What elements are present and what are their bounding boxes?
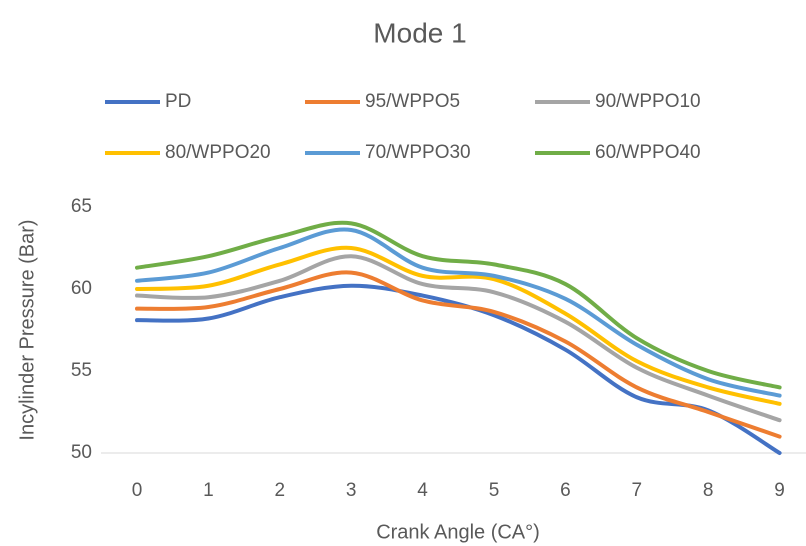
series-line [135, 245, 782, 406]
legend-label: 90/WPPO10 [595, 91, 701, 112]
series-line [135, 270, 782, 439]
x-axis-title: Crank Angle (CA°) [376, 521, 540, 543]
x-tick-label: 1 [203, 480, 214, 501]
x-tick-label: 0 [132, 480, 143, 501]
chart-title: Mode 1 [373, 17, 466, 48]
x-tick-label: 8 [703, 480, 714, 501]
legend-label: 60/WPPO40 [595, 142, 701, 163]
x-tick-label: 6 [560, 480, 571, 501]
legend-label: 70/WPPO30 [365, 142, 471, 163]
x-tick-label: 3 [346, 480, 357, 501]
legend-label: 95/WPPO5 [365, 91, 460, 112]
series-line [135, 254, 782, 423]
series-line [135, 220, 782, 390]
legend-label: PD [165, 91, 191, 112]
x-tick-label: 9 [774, 480, 785, 501]
x-tick-label: 4 [417, 480, 428, 501]
y-tick-label: 65 [71, 196, 92, 217]
x-tick-label: 5 [489, 480, 500, 501]
y-axis-title: Incylinder Pressure (Bar) [16, 219, 38, 440]
x-tick-label: 7 [632, 480, 643, 501]
x-tick-label: 2 [275, 480, 286, 501]
y-tick-label: 55 [71, 360, 92, 381]
y-tick-label: 60 [71, 278, 92, 299]
series-line [135, 227, 782, 398]
legend-label: 80/WPPO20 [165, 142, 271, 163]
y-tick-label: 50 [71, 442, 92, 463]
